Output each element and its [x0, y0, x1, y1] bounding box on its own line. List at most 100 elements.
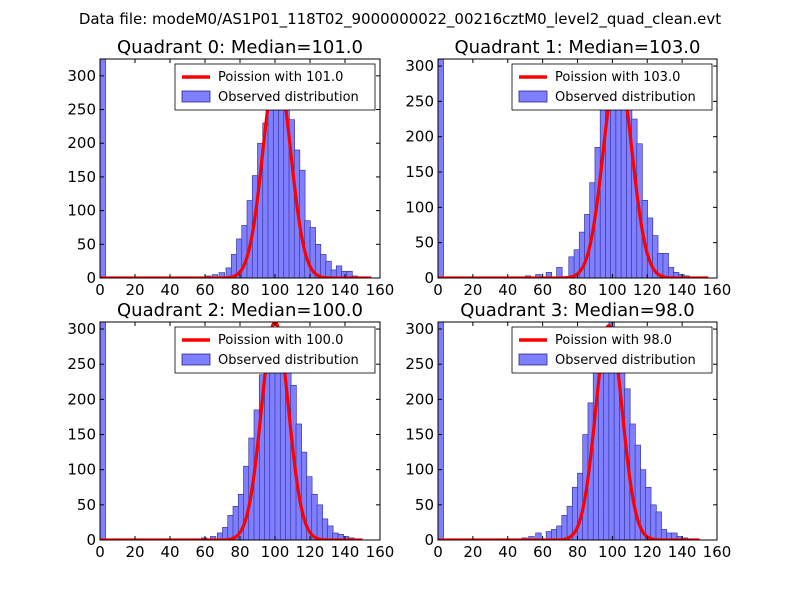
- quadrant-1-y-tick-label: 0: [424, 269, 434, 287]
- quadrant-1-y-tick-label: 100: [405, 198, 434, 216]
- quadrant-0-x-tick-label: 140: [331, 281, 360, 299]
- legend-observed-label: Observed distribution: [218, 353, 359, 368]
- quadrant-3-histogram-bar: [528, 536, 535, 540]
- quadrant-0-x-tick-label: 100: [261, 281, 290, 299]
- quadrant-0-y-tick-label: 150: [67, 168, 96, 186]
- quadrant-1-x-tick-label: 100: [598, 281, 627, 299]
- quadrant-3-x-tick-label: 140: [668, 543, 697, 561]
- quadrant-3-histogram-bar: [556, 525, 563, 540]
- quadrant-2-histogram-bar: [311, 493, 318, 540]
- quadrant-2-y-tick-label: 100: [67, 461, 96, 479]
- quadrant-2-y-tick-label: 250: [67, 355, 96, 373]
- quadrant-3-y-tick-label: 100: [405, 461, 434, 479]
- quadrant-1-histogram-bar: [610, 83, 617, 278]
- quadrant-3-histogram-bar: [645, 486, 652, 540]
- quadrant-1-title: Quadrant 1: Median=103.0: [455, 37, 701, 58]
- quadrant-1-histogram-bar: [535, 274, 542, 278]
- quadrant-3-x-tick-label: 40: [498, 543, 517, 561]
- quadrant-0-y-tick-label: 200: [67, 134, 96, 152]
- quadrant-1-x-tick-label: 60: [533, 281, 552, 299]
- legend-observed-label: Observed distribution: [218, 90, 359, 105]
- quadrant-2-histogram-bar: [100, 322, 106, 540]
- quadrant-1-y-tick-label: 50: [415, 234, 434, 252]
- quadrant-1-panel: Quadrant 1: Median=103.0 0 20 40 60 80 100 120 1…: [405, 37, 731, 299]
- quadrant-2-poisson-curve: [100, 322, 364, 540]
- quadrant-2-x-tick-label: 140: [331, 543, 360, 561]
- quadrant-2-histogram-bar: [264, 360, 271, 540]
- quadrant-3-x-tick-label: 120: [633, 543, 662, 561]
- quadrant-2-x-tick-label: 0: [95, 543, 105, 561]
- quadrant-0-x-tick-label: 0: [95, 281, 105, 299]
- quadrant-2-x-tick-label: 120: [296, 543, 325, 561]
- quadrant-3-y-tick-label: 50: [415, 496, 434, 514]
- quadrant-2-x-tick-label: 160: [366, 543, 395, 561]
- quadrant-3-histogram-bar: [438, 322, 444, 540]
- quadrant-0-histogram-bar: [320, 254, 327, 278]
- quadrant-1-histogram-bar: [662, 252, 669, 278]
- legend-observed-label: Observed distribution: [555, 90, 696, 105]
- quadrant-0-histogram-bar: [100, 59, 106, 278]
- quadrant-0-histogram-bar: [267, 95, 274, 278]
- quadrant-3-y-tick-label: 250: [405, 355, 434, 373]
- quadrant-1-y-tick-label: 300: [405, 57, 434, 75]
- quadrant-2-y-tick-label: 200: [67, 390, 96, 408]
- quadrant-1-plot-area: [438, 59, 709, 278]
- quadrant-2-x-tick-label: 60: [195, 543, 214, 561]
- quadrant-3-histogram-bar: [650, 504, 657, 540]
- quadrant-2-y-tick-label: 0: [86, 531, 96, 549]
- figure-title: Data file: modeM0/AS1P01_118T02_90000000…: [79, 10, 721, 29]
- quadrant-1-y-tick-label: 150: [405, 163, 434, 181]
- quadrant-1-x-tick-label: 160: [703, 281, 732, 299]
- legend-observed-swatch: [181, 90, 211, 103]
- legend-poisson-label: Poission with 101.0: [218, 70, 343, 85]
- legend-observed-swatch: [518, 90, 548, 103]
- quadrant-1-histogram-bar: [438, 59, 444, 278]
- legend-poisson-label: Poission with 103.0: [555, 70, 680, 85]
- quadrant-1-x-tick-label: 120: [633, 281, 662, 299]
- legend-observed-label: Observed distribution: [555, 353, 696, 368]
- quadrant-2-legend: Poission with 100.0 Observed distribution: [174, 326, 376, 374]
- quadrant-2-histogram-bar: [316, 504, 323, 540]
- quadrant-3-x-tick-label: 80: [568, 543, 587, 561]
- quadrant-1-x-tick-label: 40: [498, 281, 517, 299]
- quadrant-3-y-tick-label: 200: [405, 390, 434, 408]
- quadrant-2-y-tick-label: 150: [67, 426, 96, 444]
- quadrant-2-x-tick-label: 20: [125, 543, 144, 561]
- quadrant-3-y-tick-label: 300: [405, 320, 434, 338]
- quadrant-0-y-tick-label: 250: [67, 101, 96, 119]
- quadrant-0-histogram-bar: [278, 82, 285, 278]
- quadrant-3-legend: Poission with 98.0 Observed distribution: [511, 326, 713, 374]
- quadrant-0-x-tick-label: 160: [366, 281, 395, 299]
- quadrant-2-panel: Quadrant 2: Median=100.0 0 20 40 60 80 100 120 1…: [67, 300, 394, 561]
- quadrant-3-x-tick-label: 20: [463, 543, 482, 561]
- quadrant-2-plot-area: [100, 322, 364, 540]
- quadrant-1-legend: Poission with 103.0 Observed distribution: [511, 63, 713, 111]
- quadrant-2-y-tick-label: 300: [67, 320, 96, 338]
- quadrant-3-x-tick-label: 160: [703, 543, 732, 561]
- quadrant-1-x-tick-label: 140: [668, 281, 697, 299]
- quadrant-2-y-tick-label: 50: [77, 496, 96, 514]
- quadrant-3-panel: Quadrant 3: Median=98.0 0 20 40 60 80 100 120 14…: [405, 300, 731, 561]
- legend-poisson-label: Poission with 98.0: [555, 333, 672, 348]
- quadrant-0-x-tick-label: 60: [195, 281, 214, 299]
- quadrant-2-histogram-bar: [279, 370, 287, 540]
- quadrant-2-histogram-bar: [269, 353, 276, 540]
- quadrant-0-x-tick-label: 120: [296, 281, 325, 299]
- quadrant-1-y-tick-label: 250: [405, 92, 434, 110]
- quadrant-1-histogram-bar: [556, 267, 563, 278]
- quadrant-2-x-tick-label: 80: [230, 543, 249, 561]
- quadrant-3-histogram-bar: [655, 511, 662, 540]
- legend-observed-swatch: [181, 353, 211, 366]
- quadrant-0-title: Quadrant 0: Median=101.0: [117, 37, 363, 58]
- quadrant-0-y-tick-label: 50: [77, 235, 96, 253]
- quadrant-2-title: Quadrant 2: Median=100.0: [117, 300, 363, 321]
- quadrant-3-x-tick-label: 100: [598, 543, 627, 561]
- quadrant-0-x-tick-label: 80: [230, 281, 249, 299]
- quadrant-1-x-tick-label: 80: [568, 281, 587, 299]
- quadrant-0-y-tick-label: 100: [67, 202, 96, 220]
- quadrant-3-title: Quadrant 3: Median=98.0: [460, 300, 695, 321]
- quadrant-0-histogram-bar: [325, 260, 332, 278]
- quadrant-0-histogram-bar: [335, 265, 343, 278]
- quadrant-1-y-tick-label: 200: [405, 128, 434, 146]
